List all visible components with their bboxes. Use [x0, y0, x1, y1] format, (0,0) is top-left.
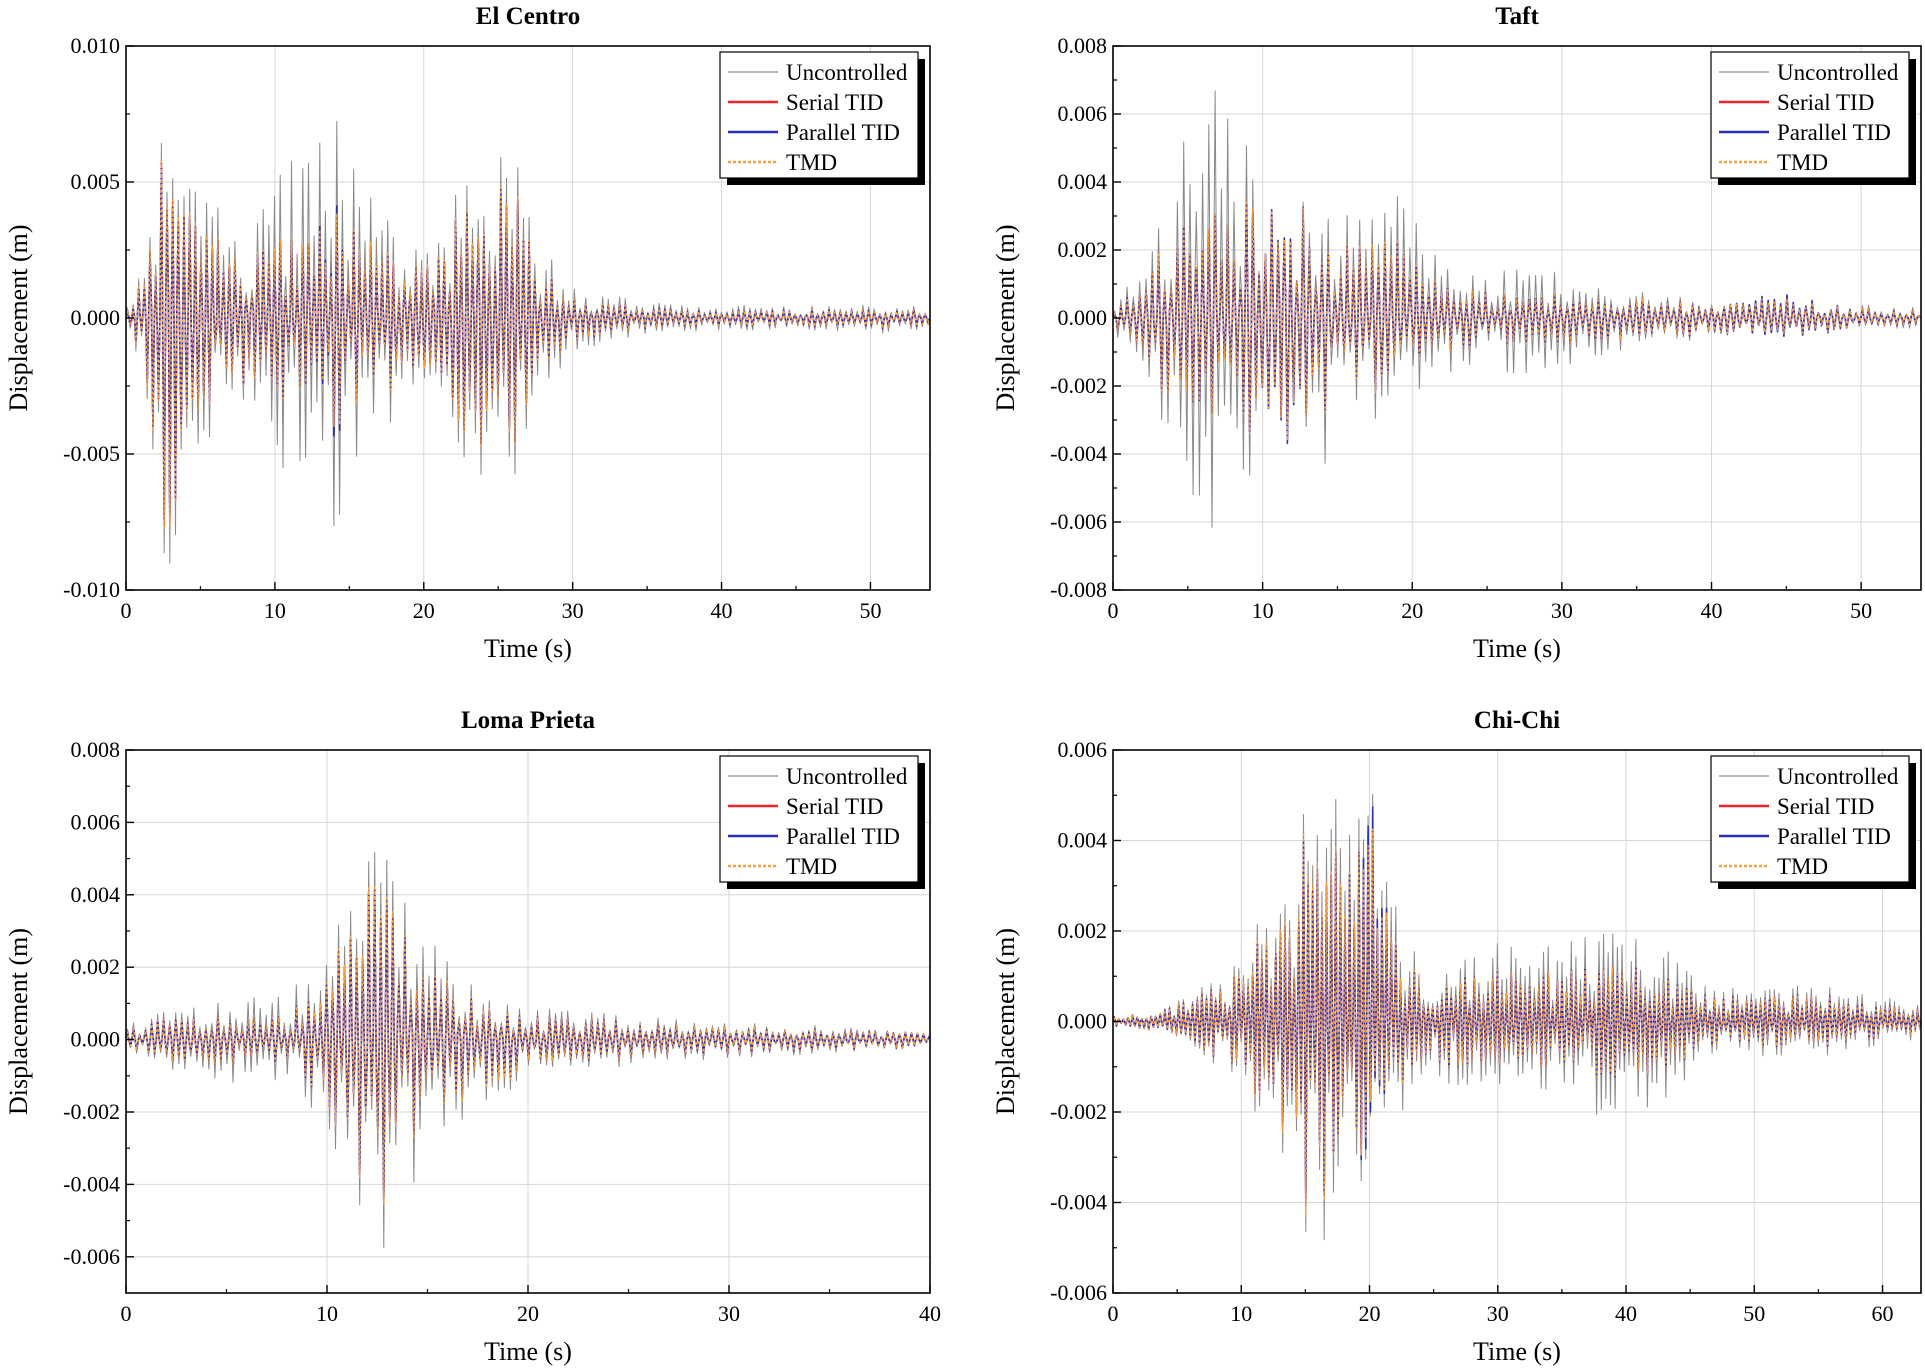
y-tick-label: -0.004 [1050, 441, 1107, 466]
y-tick-label: 0.000 [1058, 1009, 1108, 1034]
legend-label: TMD [1777, 854, 1828, 879]
series-line-tmd [126, 884, 930, 1206]
legend-label: Serial TID [786, 794, 883, 819]
series-line-tmd [1113, 200, 1921, 442]
legend-label: Parallel TID [786, 120, 900, 145]
x-axis-label: Time (s) [1473, 634, 1561, 663]
legend-label: Parallel TID [786, 824, 900, 849]
x-tick-label: 30 [1551, 598, 1573, 623]
legend: Uncontrolled Serial TID Parallel TID TMD [719, 755, 925, 889]
series-line-parallel-tid [126, 167, 930, 520]
chart-panel-0: 0 10 20 30 40 50 -0.010 -0.005 0.000 0.005 0.010 El… [4, 3, 931, 663]
x-tick-label: 0 [121, 1301, 132, 1326]
x-tick-label: 10 [264, 598, 286, 623]
y-tick-label: -0.002 [1050, 373, 1107, 398]
legend: Uncontrolled Serial TID Parallel TID TMD [1710, 51, 1916, 185]
x-tick-label: 50 [1850, 598, 1872, 623]
y-tick-label: 0.008 [1058, 33, 1108, 58]
x-tick-label: 50 [1743, 1301, 1765, 1326]
x-tick-label: 10 [316, 1301, 338, 1326]
y-tick-label: 0.005 [71, 169, 121, 194]
y-tick-label: -0.006 [1050, 1280, 1107, 1305]
x-tick-label: 50 [859, 598, 881, 623]
legend-box [719, 51, 919, 179]
y-tick-label: -0.004 [1050, 1190, 1107, 1215]
x-tick-label: 40 [711, 598, 733, 623]
y-tick-label: 0.002 [1058, 237, 1108, 262]
legend-label: Parallel TID [1777, 120, 1891, 145]
y-tick-label: 0.004 [1058, 169, 1108, 194]
legend-label: Serial TID [786, 90, 883, 115]
legend-box [1710, 755, 1910, 883]
x-axis-label: Time (s) [484, 1337, 572, 1366]
legend-label: TMD [786, 854, 837, 879]
y-tick-label: 0.002 [71, 954, 121, 979]
y-axis-label: Displacement (m) [4, 225, 33, 412]
y-tick-label: -0.006 [63, 1244, 120, 1269]
x-tick-label: 30 [718, 1301, 740, 1326]
legend-label: Uncontrolled [786, 60, 908, 85]
legend-label: Parallel TID [1777, 824, 1891, 849]
x-tick-label: 40 [1701, 598, 1723, 623]
y-tick-label: -0.002 [1050, 1099, 1107, 1124]
chart-title: Taft [1495, 3, 1539, 30]
x-tick-label: 0 [1108, 1301, 1119, 1326]
legend-box [1710, 51, 1910, 179]
legend-label: Uncontrolled [1777, 60, 1899, 85]
x-tick-label: 0 [121, 598, 132, 623]
series-line-tmd [1113, 828, 1921, 1215]
y-tick-label: -0.005 [63, 441, 120, 466]
legend-label: Uncontrolled [786, 764, 908, 789]
x-tick-label: 20 [1359, 1301, 1381, 1326]
y-tick-label: -0.008 [1050, 577, 1107, 602]
y-tick-label: 0.004 [1058, 828, 1108, 853]
legend-label: Uncontrolled [1777, 764, 1899, 789]
chart-title: El Centro [476, 3, 580, 30]
x-tick-label: 10 [1230, 1301, 1252, 1326]
y-tick-label: -0.004 [63, 1171, 120, 1196]
y-tick-label: 0.004 [71, 882, 121, 907]
y-tick-label: 0.006 [1058, 101, 1108, 126]
series-line-tmd [126, 160, 930, 530]
legend-label: Serial TID [1777, 90, 1874, 115]
y-tick-label: -0.006 [1050, 509, 1107, 534]
legend: Uncontrolled Serial TID Parallel TID TMD [1710, 755, 1916, 889]
chart-panel-2: 0 10 20 30 40 -0.006 -0.004 -0.002 0.000 0.002 0.0… [4, 707, 941, 1366]
x-tick-label: 60 [1872, 1301, 1894, 1326]
y-tick-label: 0.000 [1058, 305, 1108, 330]
y-tick-label: 0.006 [1058, 737, 1108, 762]
y-axis-label: Displacement (m) [991, 225, 1020, 412]
x-tick-label: 20 [1401, 598, 1423, 623]
chart-title: Loma Prieta [461, 707, 595, 734]
y-tick-label: 0.000 [71, 305, 121, 330]
chart-panel-3: 0 10 20 30 40 50 60 -0.006 -0.004 -0.002 0.000 0.00… [991, 707, 1922, 1366]
y-axis-label: Displacement (m) [991, 928, 1020, 1115]
legend-label: TMD [786, 150, 837, 175]
x-tick-label: 30 [1487, 1301, 1509, 1326]
x-axis-label: Time (s) [484, 634, 572, 663]
x-tick-label: 0 [1108, 598, 1119, 623]
x-tick-label: 40 [919, 1301, 941, 1326]
x-tick-label: 20 [413, 598, 435, 623]
y-tick-label: 0.002 [1058, 918, 1108, 943]
y-tick-label: 0.010 [71, 33, 121, 58]
y-tick-label: 0.006 [71, 809, 121, 834]
x-tick-label: 20 [517, 1301, 539, 1326]
x-tick-label: 30 [562, 598, 584, 623]
y-tick-label: -0.002 [63, 1099, 120, 1124]
legend: Uncontrolled Serial TID Parallel TID TMD [719, 51, 925, 185]
legend-box [719, 755, 919, 883]
y-tick-label: -0.010 [63, 577, 120, 602]
y-tick-label: 0.008 [71, 737, 121, 762]
chart-panel-1: 0 10 20 30 40 50 -0.008 -0.006 -0.004 -0.002 0.000… [991, 3, 1922, 663]
legend-label: Serial TID [1777, 794, 1874, 819]
x-axis-label: Time (s) [1473, 1337, 1561, 1366]
chart-title: Chi-Chi [1474, 707, 1560, 734]
y-tick-label: 0.000 [71, 1027, 121, 1052]
x-tick-label: 10 [1252, 598, 1274, 623]
legend-label: TMD [1777, 150, 1828, 175]
y-axis-label: Displacement (m) [4, 928, 33, 1115]
x-tick-label: 40 [1615, 1301, 1637, 1326]
